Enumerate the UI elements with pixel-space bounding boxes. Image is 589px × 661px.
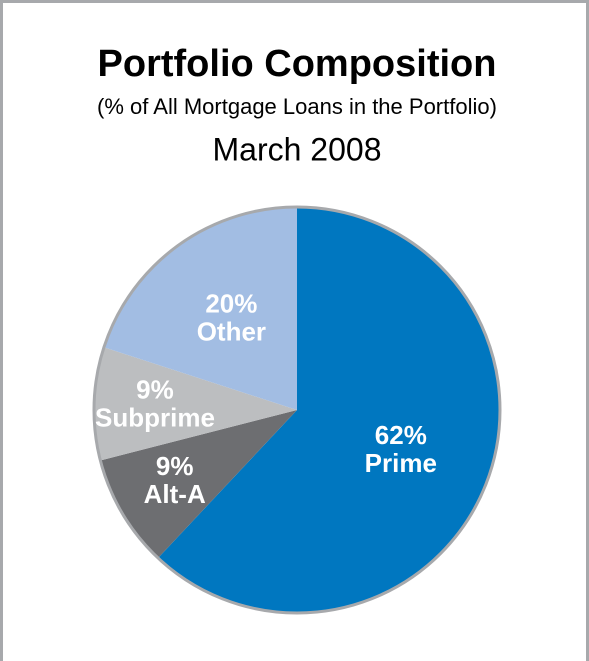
slice-label: Alt-A — [144, 479, 206, 509]
pie-slice — [103, 207, 298, 410]
data-label: 9% — [156, 451, 194, 481]
pie-slice — [100, 410, 297, 558]
slice-label: Subprime — [95, 402, 215, 432]
slice-label: Other — [197, 317, 266, 347]
pie-outline — [92, 205, 502, 615]
slice-label: Prime — [365, 448, 437, 478]
data-label: 20% — [205, 289, 257, 319]
data-label: 9% — [136, 374, 174, 404]
data-label: 62% — [375, 420, 427, 450]
chart-title: Portfolio Composition — [98, 43, 497, 85]
chart-date: March 2008 — [213, 131, 382, 167]
chart-subtitle: (% of All Mortgage Loans in the Portfoli… — [97, 94, 497, 119]
pie-slice — [94, 347, 297, 461]
pie-slice — [158, 207, 501, 614]
